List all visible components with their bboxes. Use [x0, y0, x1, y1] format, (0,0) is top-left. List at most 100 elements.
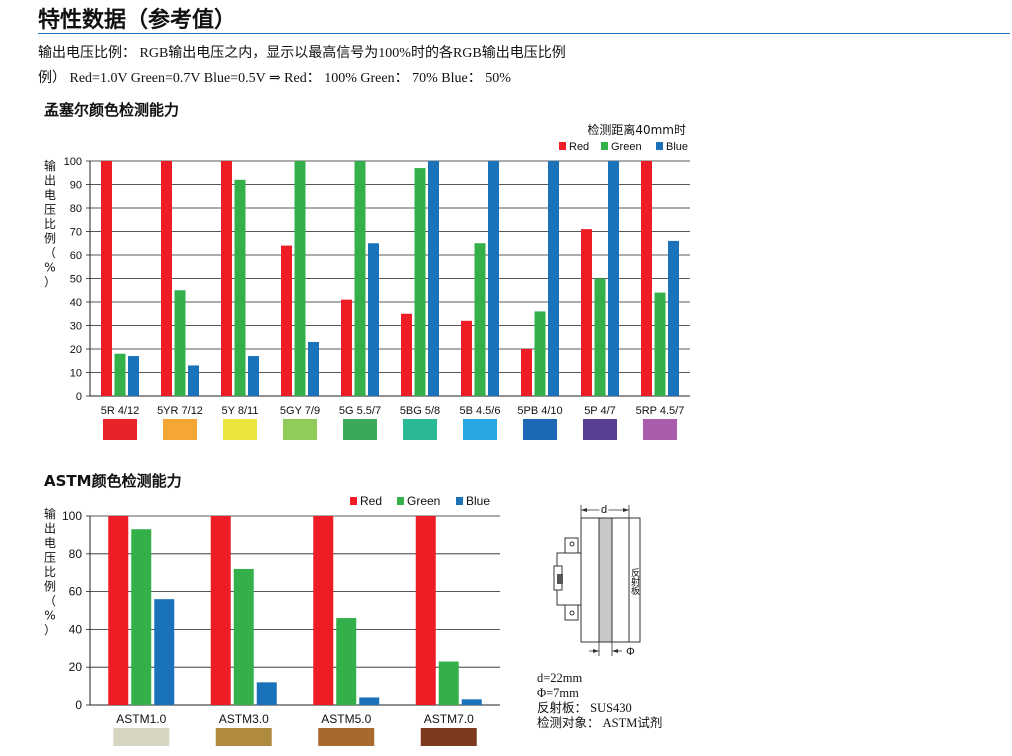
- bar-green: [594, 278, 606, 396]
- bar-blue: [608, 161, 619, 396]
- category-label: 5B 4.5/6: [460, 405, 501, 417]
- y-tick-label: 20: [69, 660, 83, 674]
- y-tick-label: 60: [70, 250, 82, 262]
- y-tick-label: 0: [76, 391, 82, 403]
- color-swatch: [463, 419, 497, 440]
- bar-green: [294, 161, 306, 396]
- y-tick-label: 90: [70, 180, 82, 192]
- bar-blue: [308, 341, 319, 396]
- y-tick-label: 20: [70, 344, 82, 356]
- color-swatch: [583, 419, 617, 440]
- y-axis-label-char: 电: [44, 188, 56, 202]
- y-axis-label-char: 输: [44, 158, 56, 173]
- category-label: 5RP 4.5/7: [636, 405, 685, 417]
- note-target: 检测对象： ASTM试剂: [537, 716, 663, 730]
- page-title: 特性数据（参考值）: [38, 8, 237, 33]
- y-axis-label-char: （: [44, 594, 56, 608]
- note-reflector: 反射板： SUS430: [537, 701, 632, 715]
- bar-red: [108, 516, 129, 705]
- legend-swatch-blue: [656, 142, 663, 150]
- y-tick-label: 70: [70, 227, 82, 239]
- bar-red: [461, 320, 472, 396]
- category-label: ASTM5.0: [321, 712, 371, 726]
- bar-green: [114, 353, 126, 396]
- y-tick-label: 100: [62, 509, 82, 523]
- bar-blue: [248, 356, 259, 396]
- bar-red: [161, 161, 172, 396]
- legend-label-blue: Blue: [666, 141, 688, 153]
- y-axis-label-char: 输: [44, 506, 56, 521]
- color-swatch: [403, 419, 437, 440]
- y-axis-label-char: 压: [44, 203, 56, 217]
- bar-blue: [359, 697, 380, 705]
- y-tick-label: 10: [70, 368, 82, 380]
- y-tick-label: 0: [75, 698, 82, 712]
- munsell-section-title: 孟塞尔颜色检测能力: [44, 101, 180, 119]
- y-axis-label-char: 电: [44, 536, 56, 550]
- bar-red: [401, 313, 412, 396]
- bar-green: [233, 568, 254, 705]
- color-swatch: [163, 419, 197, 440]
- legend-swatch-red: [559, 142, 566, 150]
- bar-green: [336, 618, 357, 705]
- y-tick-label: 80: [70, 203, 82, 215]
- bar-blue: [488, 161, 499, 396]
- bar-green: [354, 161, 366, 396]
- category-label: 5GY 7/9: [280, 405, 320, 417]
- color-swatch: [283, 419, 317, 440]
- chart-0: [86, 142, 690, 440]
- note-d: d=22mm: [537, 671, 583, 685]
- legend-label-red: Red: [569, 141, 589, 153]
- bar-red: [341, 299, 352, 396]
- bar-blue: [128, 356, 139, 396]
- y-axis-label-char: 例: [44, 580, 56, 594]
- color-swatch: [318, 728, 375, 746]
- legend-label-green: Green: [407, 494, 440, 508]
- color-swatch: [103, 419, 137, 440]
- title-rule: [38, 33, 1010, 34]
- bar-blue: [368, 243, 379, 396]
- color-swatch: [215, 728, 272, 746]
- legend-label-blue: Blue: [466, 494, 490, 508]
- bar-green: [414, 168, 426, 396]
- category-label: ASTM1.0: [116, 712, 166, 726]
- bar-red: [210, 516, 231, 705]
- y-tick-label: 40: [69, 622, 83, 636]
- y-axis-label-char: 例: [44, 232, 56, 246]
- y-axis-label-char: （: [44, 246, 56, 260]
- diagram-notes: d=22mm Φ=7mm 反射板： SUS430 检测对象： ASTM试剂: [537, 671, 662, 731]
- category-label: 5BG 5/8: [400, 405, 440, 417]
- bar-green: [534, 311, 546, 396]
- y-axis-label-char: ）: [44, 275, 56, 289]
- intro-line-2: 例） Red=1.0V Green=0.7V Blue=0.5V ⇒ Red： …: [38, 71, 511, 86]
- bar-red: [101, 161, 112, 396]
- color-swatch: [420, 728, 477, 746]
- color-swatch: [523, 419, 557, 440]
- category-label: 5G 5.5/7: [339, 405, 381, 417]
- color-swatch: [113, 728, 170, 746]
- legend-label-red: Red: [360, 494, 382, 508]
- category-label: 5PB 4/10: [517, 405, 562, 417]
- bar-red: [521, 349, 532, 396]
- category-label: 5P 4/7: [584, 405, 616, 417]
- y-axis-label-char: 出: [44, 522, 56, 536]
- legend-swatch-blue: [456, 497, 463, 505]
- intro-line-1: 输出电压比例： RGB输出电压之内，显示以最高信号为100%时的各RGB输出电压…: [38, 46, 566, 61]
- bar-green: [234, 179, 246, 396]
- y-tick-label: 30: [70, 321, 82, 333]
- bar-green: [174, 290, 186, 396]
- y-axis-label-char: %: [44, 261, 55, 275]
- legend-swatch-red: [350, 497, 357, 505]
- y-axis-label-char: 出: [44, 174, 56, 188]
- bar-green: [654, 292, 666, 396]
- y-tick-label: 50: [70, 274, 82, 286]
- y-axis-label-char: ）: [44, 623, 56, 637]
- category-label: ASTM3.0: [219, 712, 269, 726]
- category-label: ASTM7.0: [424, 712, 474, 726]
- bar-red: [281, 245, 292, 396]
- bar-red: [313, 516, 334, 705]
- bar-red: [641, 161, 652, 396]
- y-axis-label-char: 压: [44, 551, 56, 565]
- bar-red: [221, 161, 232, 396]
- bar-blue: [154, 599, 175, 705]
